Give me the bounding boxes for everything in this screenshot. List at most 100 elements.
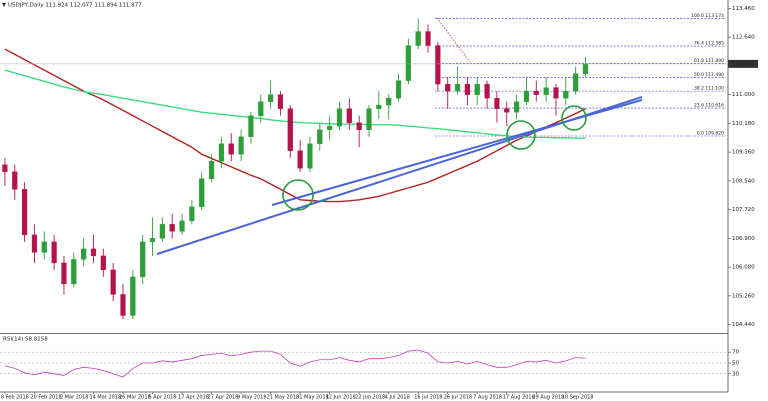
x-tick-label: 5 Apr 2018 — [149, 395, 177, 401]
candle-body — [543, 87, 549, 95]
candle-body — [22, 189, 28, 236]
candle-body — [248, 115, 254, 137]
x-tick-label: 22 Jun 2018 — [355, 395, 385, 401]
highlight-circle — [282, 179, 314, 211]
candle-body — [464, 83, 471, 95]
candle-body — [523, 90, 530, 102]
candle-body — [100, 255, 106, 271]
fib-label: 50.0 111.490 — [694, 72, 724, 78]
candle-body — [287, 108, 293, 151]
candle-body — [582, 63, 589, 74]
candle-body — [110, 269, 116, 295]
candle-body — [474, 83, 480, 95]
y-tick-label: 70 — [732, 350, 739, 356]
x-tick-label: 12 Jun 2018 — [326, 395, 356, 401]
y-tick-label: 112.640 — [732, 35, 755, 41]
x-tick-label: 17 Apr 2018 — [178, 395, 209, 401]
candle-body — [405, 45, 411, 81]
candle-body — [218, 143, 225, 162]
fib-label: 76.4 112.385 — [694, 41, 724, 47]
x-tick-label: 31 May 2018 — [296, 395, 329, 401]
x-tick-label: 9 May 2018 — [237, 395, 266, 401]
rsi-title: RSI(14) 58.8158 — [3, 337, 48, 343]
candle-body — [327, 125, 333, 130]
candle-body — [81, 248, 87, 260]
x-tick-label: 26 Jul 2018 — [444, 395, 472, 401]
fib-label: 23.6 110.616 — [694, 103, 724, 109]
moving-average — [4, 69, 586, 139]
x-tick-label: 21 May 2018 — [267, 395, 300, 401]
y-tick-label: 104.440 — [732, 322, 755, 328]
candle-body — [12, 171, 18, 190]
candle-body — [71, 259, 77, 285]
candle-body — [317, 129, 323, 144]
candle-body — [386, 97, 392, 106]
symbol-icon — [2, 3, 6, 7]
candle-body — [484, 83, 490, 99]
candle-body — [395, 80, 402, 99]
fib-label: 61.8 111.890 — [694, 58, 724, 64]
y-tick-label: 109.360 — [732, 150, 755, 156]
y-tick-label: 110.180 — [732, 121, 755, 127]
candle-body — [238, 136, 244, 155]
candle-body — [41, 241, 47, 253]
candle-body — [61, 262, 67, 285]
candle-body — [435, 45, 441, 85]
x-tick-label: 7 Aug 2018 — [473, 395, 502, 401]
x-tick-label: 2 Mar 2018 — [60, 395, 89, 401]
candle-body — [51, 241, 57, 264]
candle-body — [346, 108, 352, 123]
plot-area: 104.440 105.260 106.080 106.900 107.720 108.5… — [0, 6, 758, 401]
x-tick-label: 8 Feb 2018 — [1, 395, 29, 401]
fib-label: 38.2 111.100 — [694, 86, 724, 92]
y-tick-label: 108.540 — [732, 178, 755, 184]
x-tick-label: 4 Jul 2018 — [385, 395, 410, 401]
candle-body — [208, 161, 215, 179]
candle-body — [307, 143, 313, 169]
x-tick-label: 17 Aug 2018 — [503, 395, 535, 401]
candle-body — [454, 83, 461, 92]
trend-line — [271, 99, 643, 206]
candle-body — [179, 220, 185, 232]
candle-body — [415, 31, 421, 46]
x-tick-label: 29 Aug 2018 — [532, 395, 564, 401]
y-tick-label: 111.000 — [732, 92, 755, 98]
y-tick-label: 50 — [732, 361, 739, 367]
candle-body — [31, 234, 38, 253]
fib-label: 0.0 109.820 — [697, 131, 724, 137]
candle-body — [514, 101, 520, 113]
x-tick-label: 16 Jul 2018 — [414, 395, 442, 401]
candle-body — [2, 164, 8, 172]
candle-body — [169, 224, 175, 232]
highlight-circle — [506, 120, 536, 150]
candle-body — [199, 178, 205, 208]
candle-body — [228, 143, 234, 155]
candle-body — [258, 101, 264, 116]
indicator-line — [4, 349, 586, 378]
candle-body — [504, 108, 510, 113]
y-tick-label: 106.900 — [732, 236, 755, 242]
x-tick-label: 26 Mar 2018 — [119, 395, 151, 401]
candle-body — [189, 206, 195, 222]
highlight-circle — [561, 105, 587, 131]
last-price-box — [728, 59, 758, 68]
candle-body — [90, 248, 97, 257]
y-tick-label: 113.460 — [732, 6, 755, 12]
candle-body — [425, 31, 431, 46]
candle-body — [366, 108, 372, 130]
y-tick-label: 105.260 — [732, 293, 755, 299]
x-tick-label: 27 Apr 2018 — [208, 395, 239, 401]
candle-body — [297, 150, 303, 169]
y-tick-label: 106.080 — [732, 265, 755, 271]
x-tick-label: 20 Feb 2018 — [30, 395, 61, 401]
candle-body — [120, 294, 126, 316]
candle-body — [553, 87, 559, 99]
candle-body — [140, 241, 146, 278]
candle-body — [356, 122, 362, 130]
candle-body — [268, 94, 274, 102]
candle-body — [376, 104, 382, 109]
candle-body — [130, 276, 136, 316]
candle-body — [149, 238, 156, 243]
